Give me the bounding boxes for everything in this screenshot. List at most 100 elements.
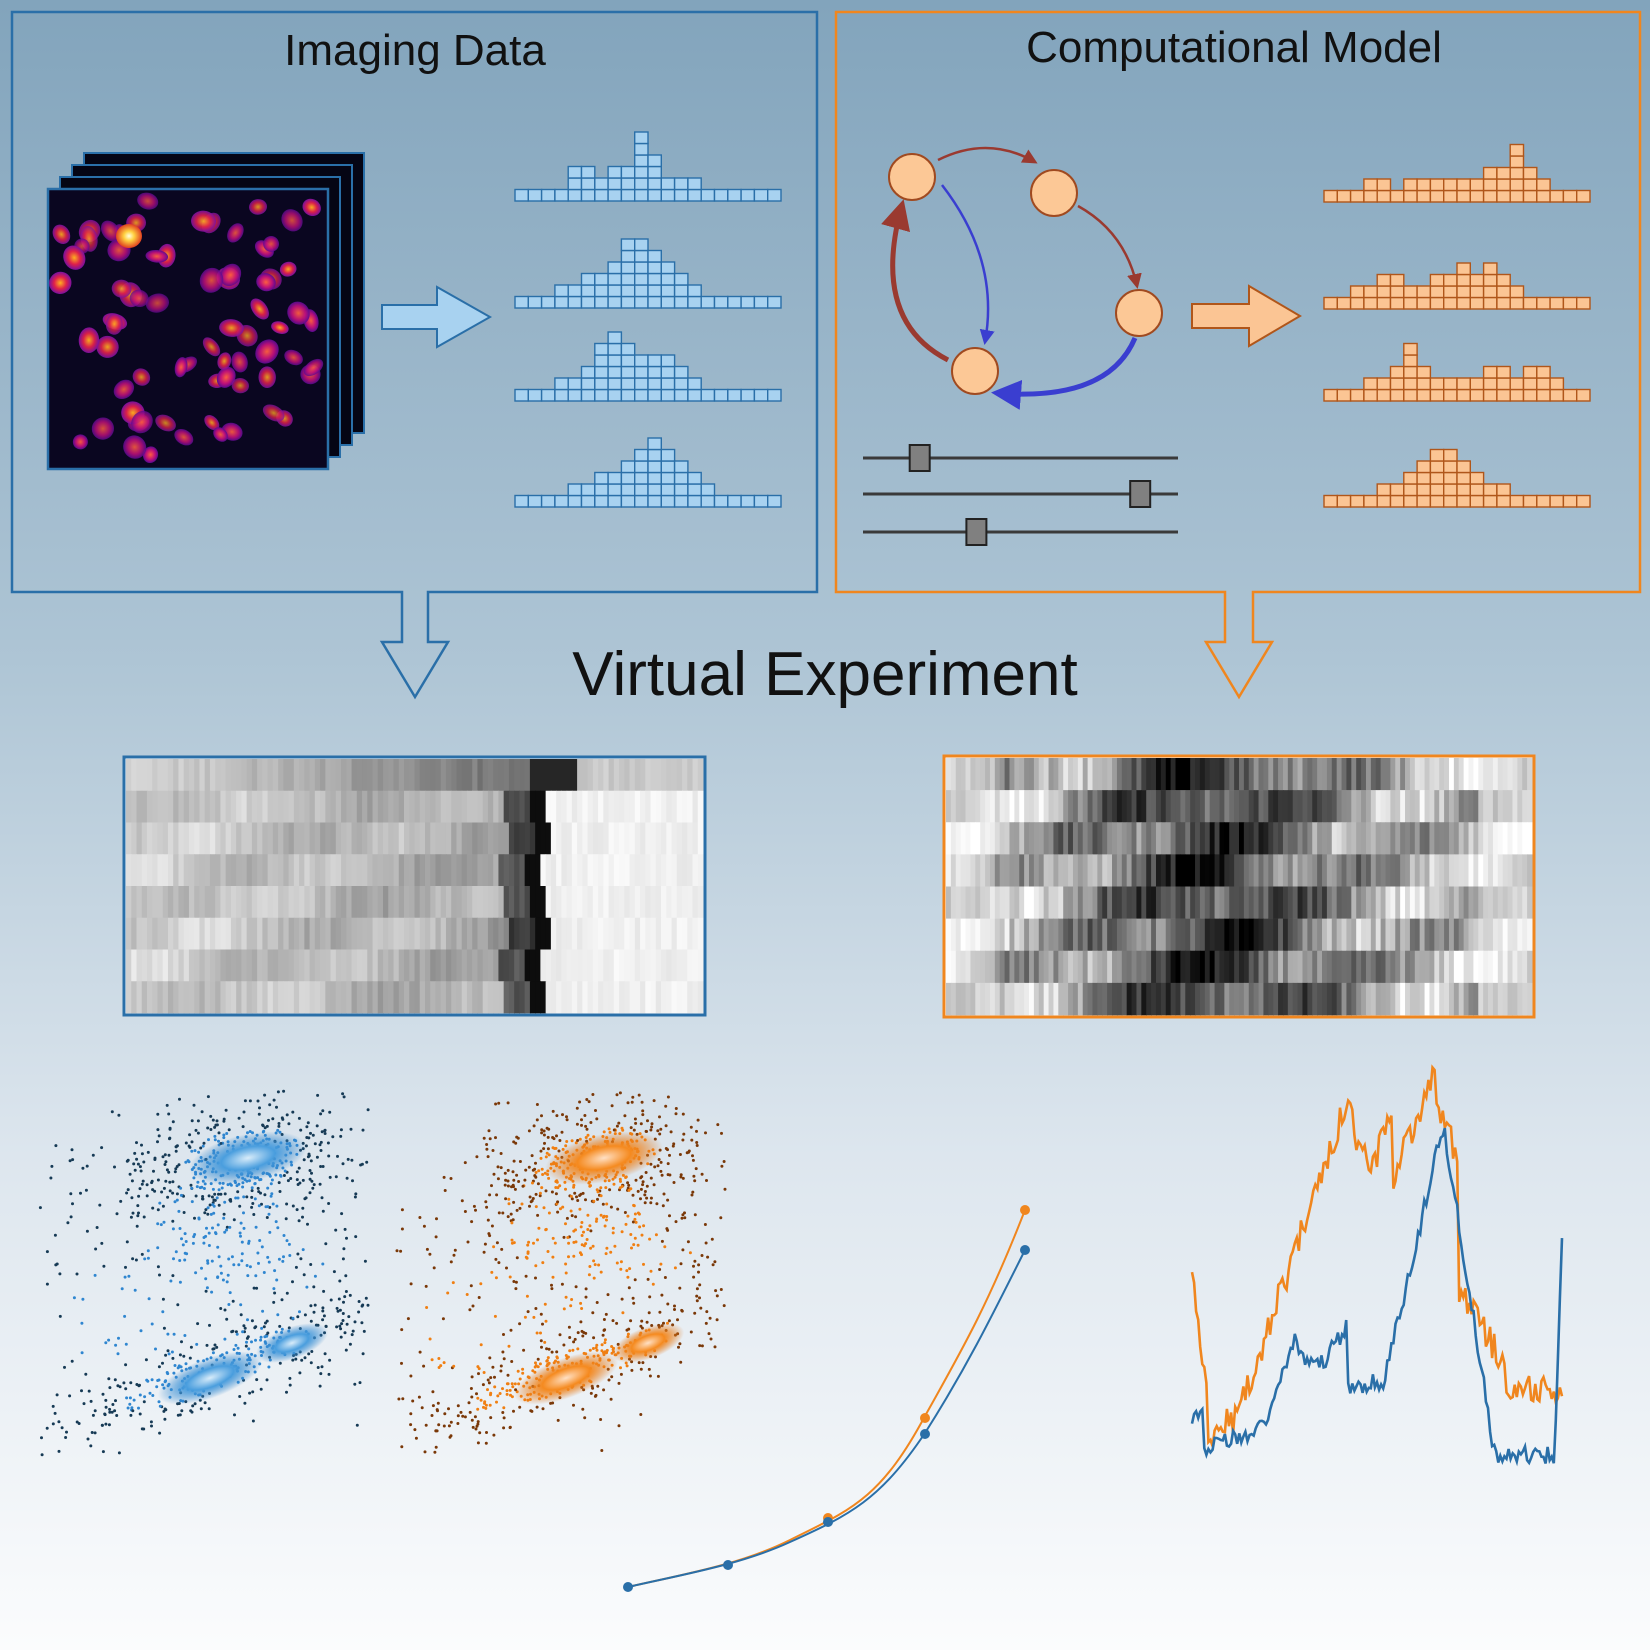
histogram-block bbox=[620, 261, 636, 275]
nucleus bbox=[231, 377, 249, 394]
histogram-block bbox=[620, 249, 636, 263]
histogram-block bbox=[1536, 377, 1551, 391]
histogram-block bbox=[1416, 296, 1432, 310]
nucleus bbox=[191, 210, 216, 232]
histogram-block bbox=[1403, 377, 1418, 391]
histogram-block bbox=[1456, 189, 1472, 203]
histogram-block bbox=[1403, 494, 1418, 508]
histogram-block bbox=[580, 483, 596, 497]
histogram-block bbox=[1429, 388, 1445, 402]
histogram-block bbox=[1376, 388, 1392, 402]
histogram-block bbox=[607, 331, 623, 345]
histogram-block bbox=[1416, 471, 1432, 485]
curve-point bbox=[1020, 1205, 1030, 1215]
histogram-block bbox=[660, 377, 676, 391]
model-trace bbox=[1190, 1064, 1564, 1447]
histogram-block bbox=[1536, 189, 1551, 203]
histogram-block bbox=[554, 388, 569, 402]
histogram-block bbox=[634, 154, 649, 168]
histogram-block bbox=[594, 295, 609, 309]
histogram-block bbox=[1496, 494, 1511, 508]
histogram-block bbox=[1403, 471, 1418, 485]
histogram-block bbox=[1416, 178, 1432, 192]
histogram-block bbox=[1442, 189, 1458, 203]
histogram-block bbox=[647, 295, 663, 309]
histogram-block bbox=[647, 448, 663, 462]
histogram-block bbox=[660, 460, 676, 474]
histogram-block bbox=[1522, 178, 1538, 192]
nucleus bbox=[145, 293, 169, 313]
histogram-block bbox=[634, 460, 649, 474]
histogram-block bbox=[753, 295, 769, 309]
histogram-block bbox=[554, 295, 569, 309]
histogram-block bbox=[527, 388, 543, 402]
time-series-plot bbox=[1190, 1064, 1564, 1467]
histogram-block bbox=[634, 272, 649, 286]
histogram-block bbox=[1456, 494, 1472, 508]
histogram-block bbox=[1442, 296, 1458, 310]
histogram-block bbox=[1536, 178, 1551, 192]
histogram-block bbox=[607, 295, 623, 309]
histogram-block bbox=[634, 261, 649, 275]
nucleus bbox=[250, 298, 269, 320]
histogram-block bbox=[634, 131, 649, 145]
histogram-block bbox=[687, 494, 702, 508]
histogram-block bbox=[554, 188, 569, 202]
histogram-block bbox=[1336, 189, 1352, 203]
histogram-block bbox=[594, 483, 609, 497]
histogram-block bbox=[647, 377, 663, 391]
histogram-block bbox=[620, 295, 636, 309]
nucleus bbox=[284, 349, 303, 366]
histogram-block bbox=[620, 188, 636, 202]
histogram-block bbox=[1509, 189, 1525, 203]
parameter-sliders bbox=[863, 444, 1178, 546]
histogram-block bbox=[1496, 365, 1511, 379]
histogram-block bbox=[1336, 494, 1352, 508]
histogram-block bbox=[1482, 296, 1498, 310]
histogram-block bbox=[607, 471, 623, 485]
histogram-block bbox=[660, 284, 676, 298]
nucleus bbox=[116, 224, 142, 248]
nucleus bbox=[91, 417, 114, 440]
nucleus bbox=[100, 220, 121, 242]
histogram-block bbox=[647, 437, 663, 451]
histogram-block bbox=[540, 388, 556, 402]
histogram-block bbox=[1403, 178, 1418, 192]
histogram-block bbox=[1522, 388, 1538, 402]
histogram-block bbox=[594, 284, 609, 298]
nucleus bbox=[78, 327, 100, 353]
histogram-block bbox=[1416, 285, 1432, 299]
edge-n3-n4 bbox=[991, 337, 1138, 410]
histogram-block bbox=[620, 388, 636, 402]
histogram-block bbox=[1456, 262, 1472, 276]
histogram-block bbox=[527, 188, 543, 202]
nucleus bbox=[271, 321, 289, 334]
histogram-block bbox=[514, 188, 530, 202]
histogram-block bbox=[1469, 273, 1485, 287]
histogram-block bbox=[1442, 483, 1458, 497]
histogram-block bbox=[620, 177, 636, 191]
histogram-block bbox=[607, 272, 623, 286]
histogram-block bbox=[1403, 388, 1418, 402]
histogram-block bbox=[1323, 494, 1339, 508]
slider-handle bbox=[1129, 480, 1152, 508]
histogram-block bbox=[687, 295, 702, 309]
histogram-block bbox=[1482, 189, 1498, 203]
nucleus bbox=[63, 245, 86, 270]
histogram-block bbox=[1389, 273, 1405, 287]
histogram-block bbox=[700, 388, 716, 402]
histogram-block bbox=[567, 165, 583, 179]
histogram-block bbox=[594, 471, 609, 485]
imaging-scatter-plot bbox=[38, 1089, 370, 1457]
histogram-block bbox=[620, 354, 636, 368]
histogram-block bbox=[620, 483, 636, 497]
histogram-block bbox=[700, 188, 716, 202]
histogram-block bbox=[1575, 189, 1591, 203]
histogram-block bbox=[753, 494, 769, 508]
histogram-block bbox=[1389, 365, 1405, 379]
histogram-block bbox=[540, 295, 556, 309]
histogram-block bbox=[1562, 388, 1578, 402]
histogram-block bbox=[1349, 189, 1365, 203]
edge-n1-n4 bbox=[941, 184, 995, 345]
network-node-3 bbox=[1115, 289, 1163, 337]
